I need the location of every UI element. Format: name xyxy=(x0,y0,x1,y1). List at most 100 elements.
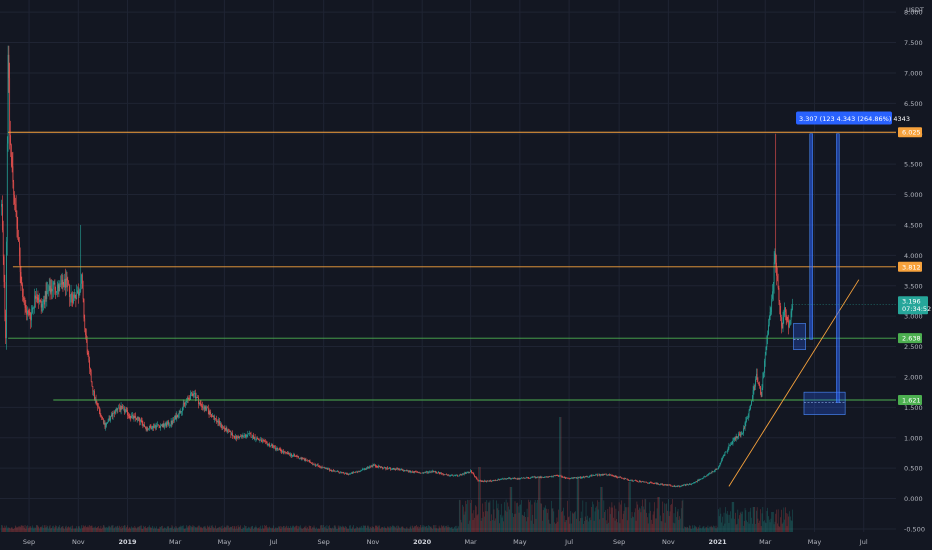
candle-body xyxy=(494,480,496,481)
candle-body xyxy=(431,471,433,473)
candle-body xyxy=(2,204,3,231)
volume-bar xyxy=(632,516,634,532)
volume-bar xyxy=(104,527,106,532)
candle-body xyxy=(630,480,631,481)
candle-body xyxy=(218,420,220,423)
candle-body xyxy=(536,477,538,478)
volume-bar xyxy=(517,502,518,532)
volume-bar xyxy=(111,525,113,532)
volume-bar xyxy=(167,526,169,532)
volume-bar xyxy=(176,527,178,532)
volume-bar xyxy=(346,528,348,532)
volume-bar xyxy=(756,510,757,532)
candle-body xyxy=(667,484,668,486)
candle-body xyxy=(184,403,186,405)
volume-bar xyxy=(629,482,630,532)
candle-body xyxy=(46,291,48,299)
candle-body xyxy=(83,299,85,319)
candle-body xyxy=(9,78,11,136)
candle-body xyxy=(581,477,583,478)
candle-body xyxy=(608,474,609,476)
candle-body xyxy=(710,472,712,474)
volume-bar xyxy=(35,525,37,532)
currency-label: USDT xyxy=(906,6,924,14)
volume-bar xyxy=(531,504,533,532)
volume-bar xyxy=(23,525,24,532)
volume-bar xyxy=(91,525,93,532)
volume-bar xyxy=(306,528,308,532)
candle-body xyxy=(515,478,517,480)
volume-bar xyxy=(447,525,449,532)
price-axis[interactable]: USDT 8.0007.5007.0006.5006.0005.5005.000… xyxy=(904,6,925,533)
drawing-tools[interactable] xyxy=(8,131,896,487)
volume-bar xyxy=(383,526,385,532)
candle-body xyxy=(314,464,316,466)
candle-body xyxy=(398,468,400,470)
volume-bar xyxy=(694,526,696,532)
volume-bar xyxy=(67,527,69,532)
candle-body xyxy=(207,407,208,409)
volume-bar xyxy=(136,528,137,532)
candle-body xyxy=(668,484,669,486)
volume-bar xyxy=(12,528,14,532)
volume-bar xyxy=(13,528,15,532)
volume-bar xyxy=(615,508,617,532)
volume-bar xyxy=(242,527,244,532)
volume-bar xyxy=(40,526,42,532)
candle-body xyxy=(12,166,14,182)
volume-bar xyxy=(476,515,478,532)
volume-bar xyxy=(327,528,329,532)
volume-bar xyxy=(742,511,743,532)
candle-body xyxy=(485,480,487,482)
volume-bar xyxy=(138,527,140,532)
volume-bar xyxy=(298,526,300,532)
candle-body xyxy=(393,468,395,470)
candle-body xyxy=(595,474,597,476)
volume-bar xyxy=(575,511,576,532)
candle-body xyxy=(466,472,467,474)
candle-body xyxy=(688,484,689,486)
candle-body xyxy=(779,300,781,307)
candle-body xyxy=(247,433,249,436)
candle-body xyxy=(379,465,380,467)
volume-bar xyxy=(764,522,766,532)
candle-body xyxy=(153,425,154,428)
volume-bar xyxy=(72,525,73,532)
volume-bar xyxy=(300,527,302,532)
volume-bar xyxy=(354,528,356,532)
candle-body xyxy=(452,474,454,476)
candle-body xyxy=(790,311,792,321)
candle-body xyxy=(125,409,127,411)
candle-body xyxy=(601,474,602,475)
volume-bar xyxy=(211,525,213,532)
volume-bar xyxy=(487,511,488,532)
candle-body xyxy=(421,472,422,474)
volume-bar xyxy=(195,527,197,532)
candle-body xyxy=(68,284,69,286)
candle-body xyxy=(703,476,705,478)
candle-body xyxy=(179,410,181,413)
volume-bar xyxy=(585,501,587,532)
volume-bar xyxy=(469,520,471,532)
volume-bar xyxy=(86,527,87,532)
volume-bar xyxy=(337,525,339,532)
volume-bar xyxy=(633,517,635,532)
time-axis[interactable]: Sep Nov 2019 Mar May Jul Sep Nov 2020 Mar May Jul Se… xyxy=(23,538,868,546)
volume-bar xyxy=(209,525,211,532)
candle-body xyxy=(524,478,526,479)
volume-bar xyxy=(479,467,481,532)
x-tick-label: Nov xyxy=(367,538,380,546)
volume-bar xyxy=(743,520,745,532)
candle-body xyxy=(190,392,192,394)
candle-body xyxy=(295,455,296,457)
candle-body xyxy=(528,477,530,479)
candle-body xyxy=(65,278,66,288)
x-tick-label: Nov xyxy=(662,538,675,546)
volume-bar xyxy=(428,525,429,532)
candle-body xyxy=(588,476,589,478)
volume-bar xyxy=(339,525,341,532)
volume-bar xyxy=(127,528,129,532)
candle-body xyxy=(570,477,572,479)
volume-bar xyxy=(410,525,412,532)
